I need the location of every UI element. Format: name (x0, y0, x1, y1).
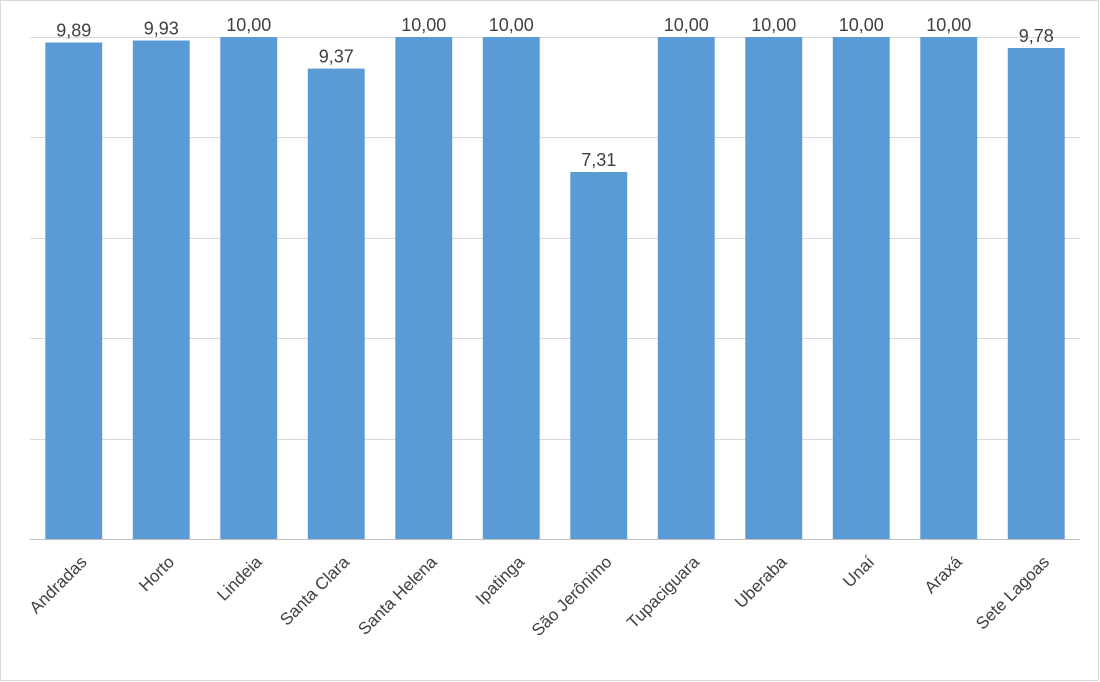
bar-11 (920, 37, 978, 539)
x-tick-labels: Andradas Horto Lindeia Santa Clara Santa Hel… (26, 552, 1053, 640)
bar-9 (745, 37, 803, 539)
data-labels: 9,89 9,93 10,00 9,37 10,00 10,00 7,31 10,00 10,0… (56, 15, 1054, 170)
data-label: 10,00 (926, 15, 971, 35)
x-tick-label: Santa Helena (354, 552, 441, 639)
bar-8 (657, 37, 715, 539)
data-label: 7,31 (581, 150, 616, 170)
x-tick-label: Lindeia (213, 552, 266, 605)
bar-3 (220, 37, 278, 539)
bar-10 (832, 37, 890, 539)
x-tick-label: Horto (135, 552, 178, 595)
x-tick-label: Tupaciguara (623, 552, 703, 632)
data-label: 9,78 (1019, 26, 1054, 46)
data-label: 9,37 (319, 47, 354, 67)
data-label: 10,00 (839, 15, 884, 35)
bar-12 (1007, 48, 1065, 539)
bar-6 (482, 37, 540, 539)
data-label: 10,00 (489, 15, 534, 35)
gridlines (30, 37, 1080, 540)
x-tick-label: Sete Lagoas (972, 552, 1053, 633)
data-label: 9,93 (144, 19, 179, 39)
data-label: 10,00 (664, 15, 709, 35)
bar-5 (395, 37, 453, 539)
data-label: 9,89 (56, 21, 91, 41)
data-label: 10,00 (226, 15, 271, 35)
bar-2 (132, 40, 190, 539)
x-tick-label: Andradas (26, 552, 91, 617)
x-tick-label: Santa Clara (276, 552, 353, 629)
data-label: 10,00 (401, 15, 446, 35)
bars (45, 37, 1065, 539)
data-label: 10,00 (751, 15, 796, 35)
x-tick-label: Ipatinga (472, 552, 529, 609)
x-tick-label: Araxá (921, 552, 966, 597)
x-tick-label: Unaí (839, 552, 878, 591)
bar-4 (307, 68, 365, 539)
x-tick-label: Uberaba (731, 552, 791, 612)
bar-7 (570, 172, 628, 539)
x-tick-label: São Jerônimo (528, 552, 616, 640)
bar-1 (45, 42, 103, 539)
